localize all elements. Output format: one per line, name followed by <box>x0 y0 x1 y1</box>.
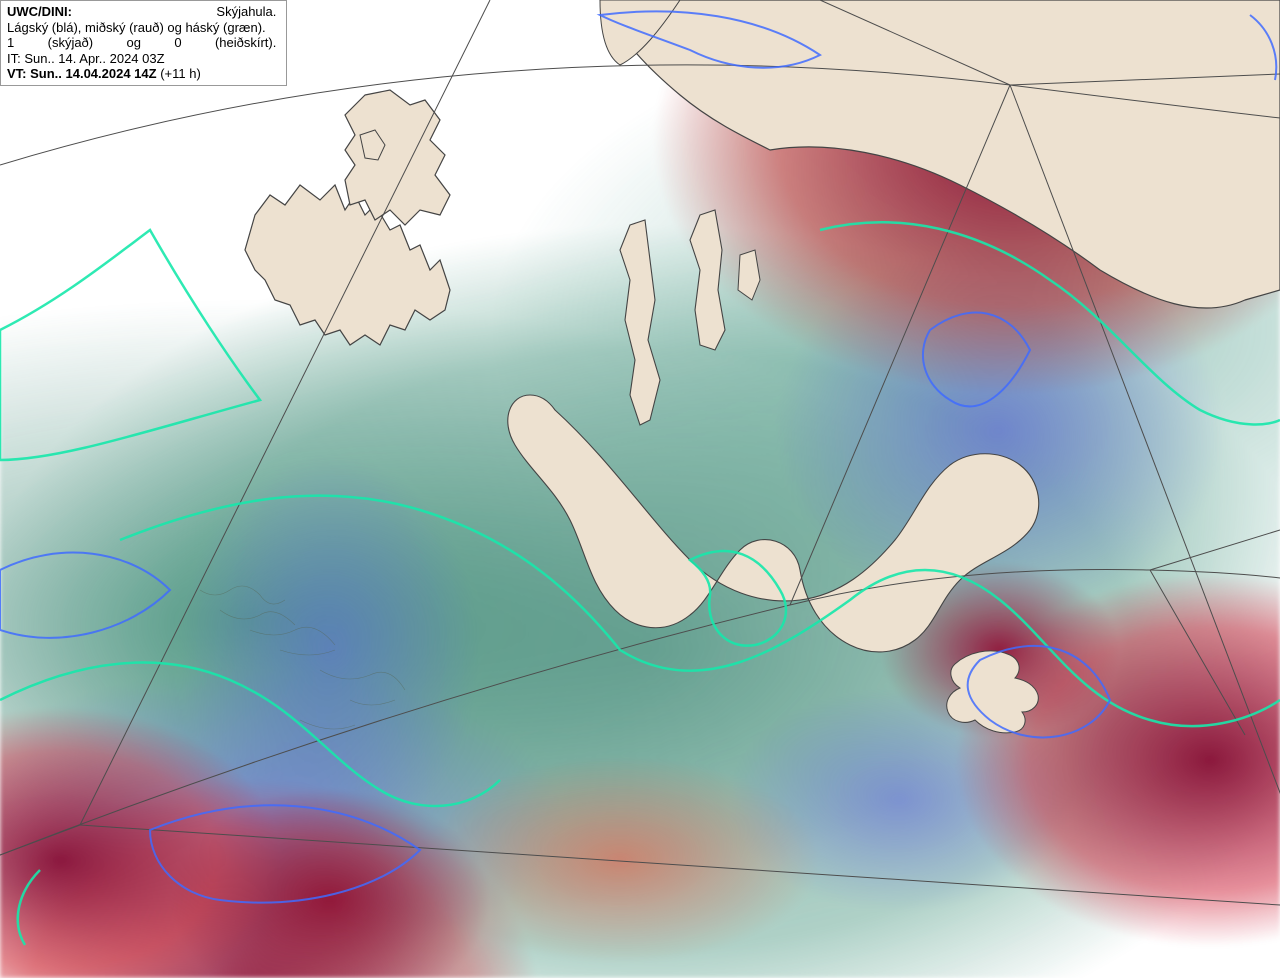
legend-init-time: IT: Sun.. 14. Apr.. 2024 03Z <box>7 51 280 67</box>
legend-valid-time: VT: Sun.. 14.04.2024 14Z (+11 h) <box>7 66 280 82</box>
legend-title: UWC/DINI: <box>7 4 76 20</box>
legend-scale-heidskirt: (heiðskírt). <box>215 35 280 51</box>
legend-desc: Lágský (blá), miðský (rauð) og háský (gr… <box>7 20 280 36</box>
legend-scale-1: 1 <box>7 35 18 51</box>
contour-lines-and-graticule <box>0 0 1280 978</box>
legend-subtitle: Skýjahula. <box>216 4 280 20</box>
weather-map-root: UWC/DINI: Skýjahula. Lágský (blá), miðsk… <box>0 0 1280 978</box>
legend-scale-og: og <box>127 35 145 51</box>
legend-scale-0: 0 <box>174 35 185 51</box>
legend-scale-skyjad: (skýjað) <box>48 35 97 51</box>
legend-box: UWC/DINI: Skýjahula. Lágský (blá), miðsk… <box>0 0 287 86</box>
